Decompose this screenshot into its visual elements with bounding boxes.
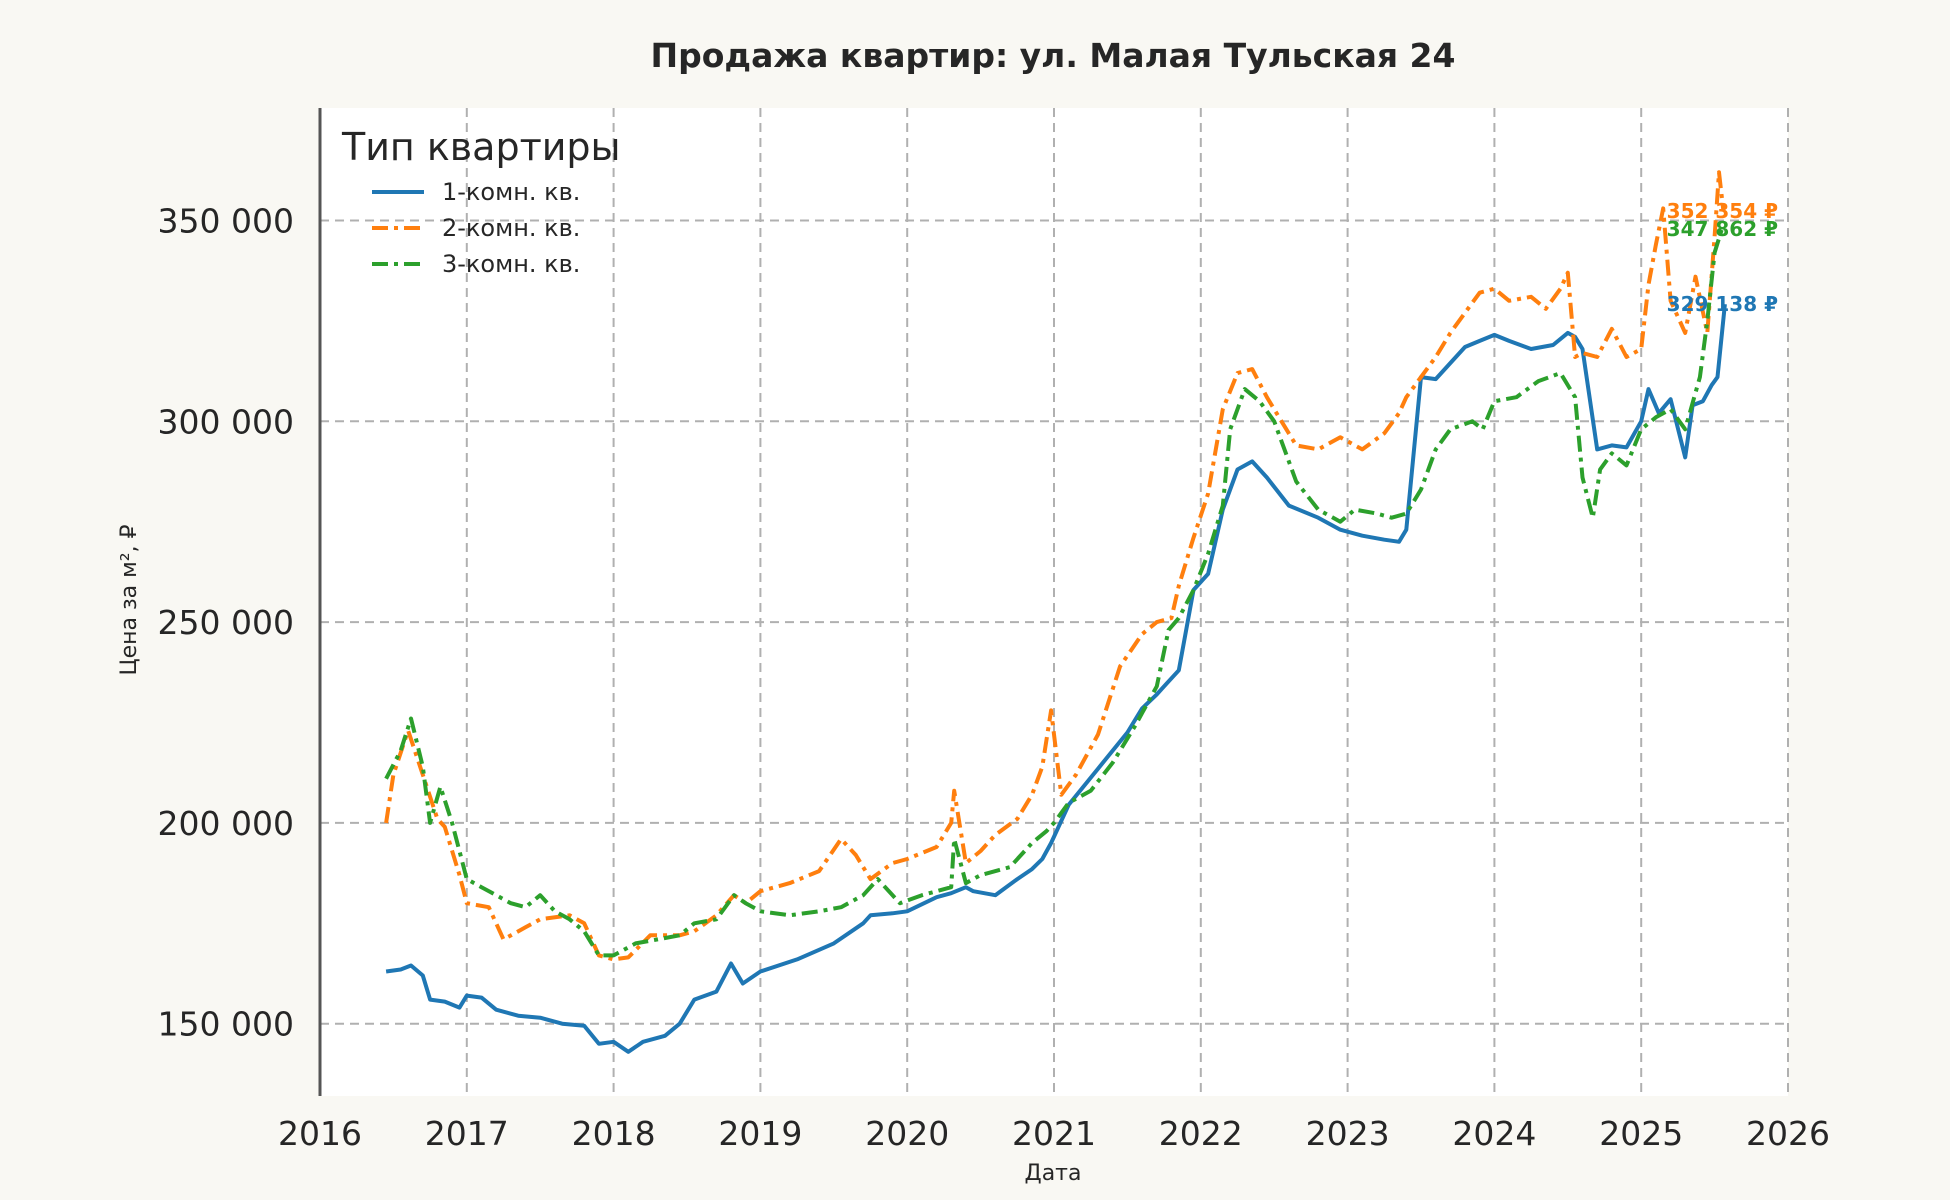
x-tick-label: 2026: [1746, 1114, 1830, 1153]
y-tick-label: 300 000: [158, 402, 294, 441]
x-tick-label: 2020: [865, 1114, 949, 1153]
x-axis-label: Дата: [1025, 1161, 1082, 1186]
plot-area: [320, 108, 1788, 1096]
legend-title: Тип квартиры: [341, 125, 621, 169]
x-tick-label: 2021: [1012, 1114, 1096, 1153]
legend-label: 1-комн. кв.: [442, 178, 580, 206]
chart-title: Продажа квартир: ул. Малая Тульская 24: [651, 36, 1456, 75]
series-line-2: [384, 170, 1726, 962]
x-tick-label: 2017: [425, 1114, 509, 1153]
ticks: 2016 2017 2018 2019 2020 2021 2022 2023 2024 2025…: [158, 201, 1830, 1153]
end-labels: 329 138 ₽ 352 354 ₽347 862 ₽: [1667, 199, 1778, 316]
series-lines: [384, 170, 1727, 1054]
legend-label: 3-комн. кв.: [442, 250, 580, 278]
legend-label: 2-комн. кв.: [442, 214, 580, 242]
y-tick-label: 350 000: [158, 201, 294, 240]
end-value-label: 347 862 ₽: [1667, 217, 1778, 241]
x-tick-label: 2025: [1599, 1114, 1683, 1153]
x-tick-label: 2018: [572, 1114, 656, 1153]
x-tick-label: 2016: [278, 1114, 362, 1153]
end-value-label: 352 354 ₽: [1667, 199, 1778, 223]
y-axis-label: Цена за м², ₽: [117, 524, 142, 675]
x-tick-label: 2022: [1159, 1114, 1243, 1153]
legend: Тип квартиры 1-комн. кв. 2-комн. кв. 3-ком…: [341, 125, 621, 278]
end-value-label: 329 138 ₽: [1667, 292, 1778, 316]
x-tick-label: 2024: [1452, 1114, 1536, 1153]
y-tick-label: 200 000: [158, 804, 294, 843]
y-tick-label: 150 000: [158, 1005, 294, 1044]
x-tick-label: 2019: [718, 1114, 802, 1153]
y-tick-label: 250 000: [158, 603, 294, 642]
series-line-3: [384, 228, 1724, 958]
legend-items: 1-комн. кв. 2-комн. кв. 3-комн. кв.: [372, 178, 580, 278]
x-tick-label: 2023: [1306, 1114, 1390, 1153]
